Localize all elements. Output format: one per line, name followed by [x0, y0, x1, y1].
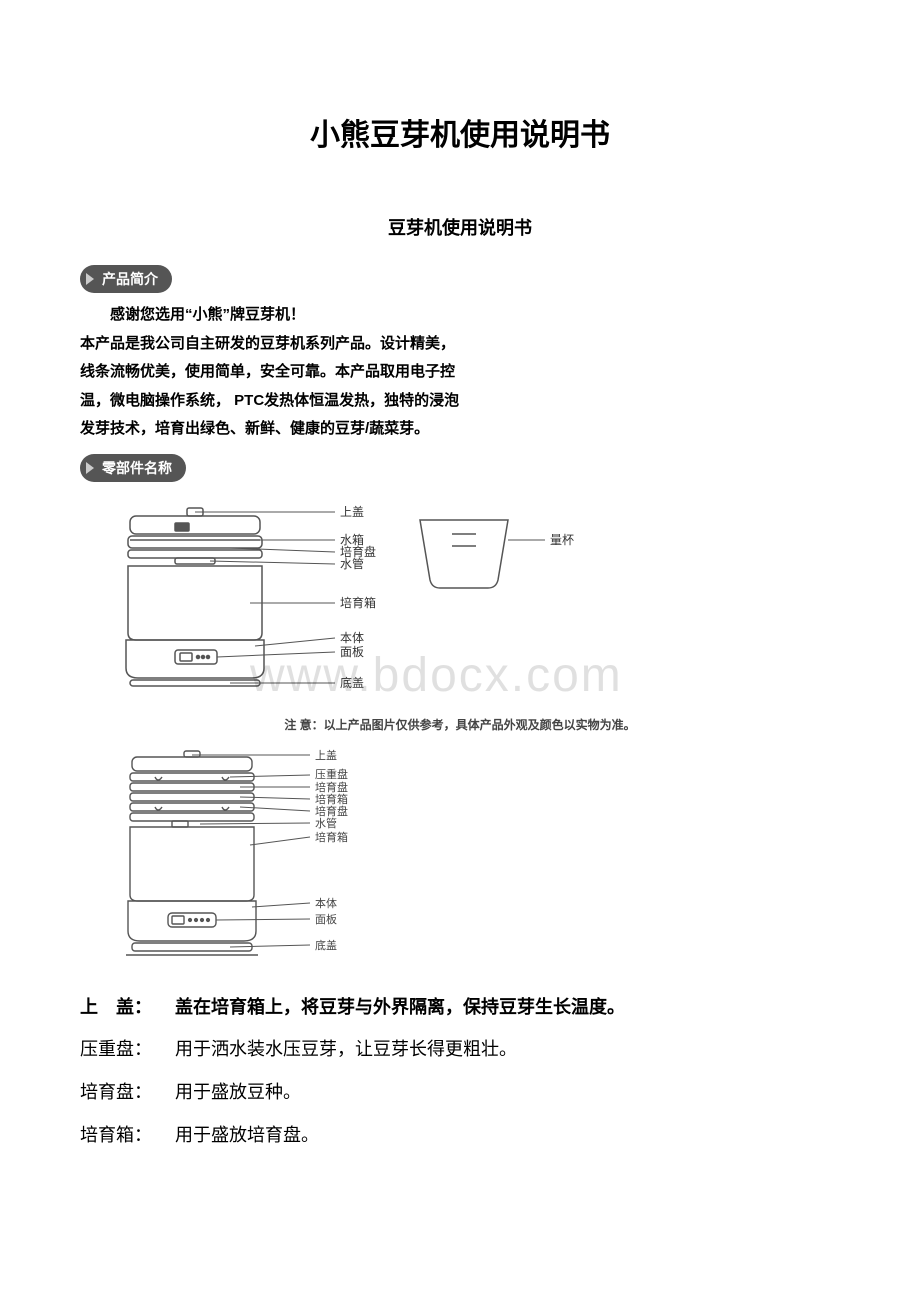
page-title: 小熊豆芽机使用说明书 [80, 110, 840, 154]
def-box-term: 培育箱： [80, 1121, 175, 1150]
def-tray: 培育盘： 用于盛放豆种。 [80, 1078, 840, 1107]
intro-text: 感谢您选用“小熊”牌豆芽机！ 本产品是我公司自主研发的豆芽机系列产品。设计精美，… [80, 301, 840, 444]
section-intro-tab: 产品简介 [80, 265, 172, 293]
intro-line-4: 温，微电脑操作系统， PTC发热体恒温发热，独特的浸泡 [80, 392, 459, 409]
intro-line-2: 本产品是我公司自主研发的豆芽机系列产品。设计精美， [80, 335, 455, 352]
label2-box-2: 培育箱 [315, 830, 348, 844]
label-panel: 面板 [340, 645, 364, 659]
label2-lid: 上盖 [315, 748, 337, 762]
note-text: 注 意：以上产品图片仅供参考，具体产品外观及颜色以实物为准。 [80, 716, 840, 733]
page-subtitle: 豆芽机使用说明书 [80, 214, 840, 240]
label-measuring-cup: 量杯 [550, 533, 574, 547]
def-press-term: 压重盘： [80, 1035, 175, 1064]
label2-water-pipe: 水管 [315, 816, 337, 830]
def-tray-term: 培育盘： [80, 1078, 175, 1107]
label2-tray-1: 培育盘 [315, 780, 348, 794]
diagram-1: 上盖 水箱 培育盘 水管 培育箱 本体 面板 底盖 量杯 [80, 498, 840, 708]
intro-line-3: 线条流畅优美，使用简单，安全可靠。本产品取用电子控 [80, 363, 455, 380]
intro-line-1: 感谢您选用“小熊”牌豆芽机！ [80, 301, 840, 330]
label2-panel: 面板 [315, 912, 337, 926]
label-base-cover: 底盖 [340, 675, 364, 690]
def-box: 培育箱： 用于盛放培育盘。 [80, 1121, 840, 1150]
label2-tray-2: 培育盘 [315, 804, 348, 818]
definitions-list: 上 盖： 盖在培育箱上，将豆芽与外界隔离，保持豆芽生长温度。 压重盘： 用于洒水… [80, 993, 840, 1150]
label2-press-plate: 压重盘 [315, 767, 348, 781]
def-press-body: 用于洒水装水压豆芽，让豆芽长得更粗壮。 [175, 1035, 840, 1064]
section-parts-tab: 零部件名称 [80, 454, 186, 482]
label2-body: 本体 [315, 896, 337, 910]
label-body: 本体 [340, 631, 364, 645]
label-lid: 上盖 [340, 505, 364, 519]
label-water-pipe: 水管 [340, 556, 364, 571]
intro-line-5: 发芽技术，培育出绿色、新鲜、健康的豆芽/蔬菜芽。 [80, 420, 429, 437]
label-cultivation-box: 培育箱 [340, 595, 376, 610]
def-box-body: 用于盛放培育盘。 [175, 1121, 840, 1150]
def-lid-term: 上 盖： [80, 993, 175, 1022]
def-press-plate: 压重盘： 用于洒水装水压豆芽，让豆芽长得更粗壮。 [80, 1035, 840, 1064]
def-tray-body: 用于盛放豆种。 [175, 1078, 840, 1107]
label2-box-1: 培育箱 [315, 792, 348, 806]
def-lid-body: 盖在培育箱上，将豆芽与外界隔离，保持豆芽生长温度。 [175, 993, 840, 1022]
def-lid: 上 盖： 盖在培育箱上，将豆芽与外界隔离，保持豆芽生长温度。 [80, 993, 840, 1022]
label2-base: 底盖 [315, 938, 337, 952]
diagram-2: 上盖 压重盘 培育盘 培育箱 培育盘 水管 培育箱 本体 面板 底盖 [80, 745, 840, 975]
